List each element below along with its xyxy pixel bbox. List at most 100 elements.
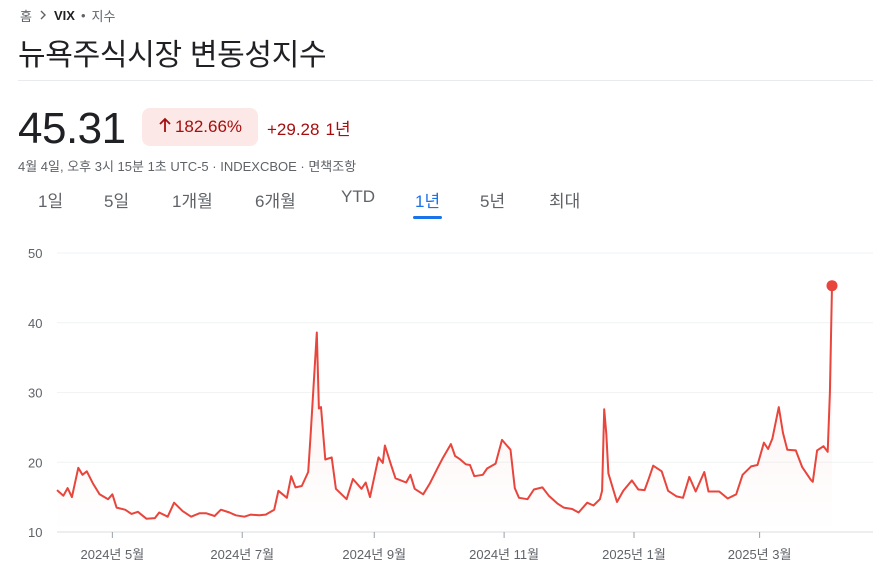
data-point	[182, 510, 184, 512]
tab-max[interactable]: 최대	[549, 192, 581, 211]
data-point	[214, 515, 216, 517]
tab-ytd[interactable]: YTD	[341, 187, 375, 206]
percent-change-badge: 182.66%	[142, 108, 258, 146]
data-point	[167, 516, 169, 518]
data-point	[395, 477, 397, 479]
data-point	[277, 490, 279, 492]
data-point	[708, 491, 710, 493]
data-point	[541, 486, 543, 488]
data-point	[469, 464, 471, 466]
x-tick-label: 2024년 11월	[469, 547, 539, 562]
data-point	[141, 514, 143, 516]
data-point	[599, 498, 601, 500]
data-point	[384, 445, 386, 447]
data-point	[307, 471, 309, 473]
breadcrumb-symbol[interactable]: VIX	[53, 8, 75, 23]
data-point	[111, 493, 113, 495]
page-title: 뉴욕주식시장 변동성지수	[18, 39, 327, 72]
quote-meta: 4월 4일, 오후 3시 15분 1초 UTC-5 · INDEXCBOE · …	[18, 159, 357, 174]
data-point	[324, 459, 326, 461]
data-point	[823, 445, 825, 447]
series-area	[57, 285, 832, 532]
data-point	[145, 518, 147, 520]
series-line	[56, 285, 833, 520]
data-point	[622, 490, 624, 492]
data-point	[382, 462, 384, 464]
data-point	[757, 464, 759, 466]
data-point	[309, 438, 311, 440]
absolute-change: +29.28 1년	[267, 115, 351, 140]
data-point	[243, 516, 245, 518]
data-point	[77, 467, 79, 469]
data-point	[644, 489, 646, 491]
x-tick-label: 2025년 3월	[728, 547, 792, 562]
data-point	[603, 408, 605, 410]
y-tick-label: 20	[28, 455, 42, 470]
data-point	[593, 505, 595, 507]
data-point	[346, 498, 348, 500]
data-point	[405, 482, 407, 484]
data-point	[556, 502, 558, 504]
tab-1d[interactable]: 1일	[38, 192, 64, 211]
data-point	[361, 488, 363, 490]
data-point	[158, 512, 160, 514]
data-point	[482, 474, 484, 476]
breadcrumb-separator: •	[80, 8, 86, 23]
data-point	[154, 517, 156, 519]
data-point	[454, 455, 456, 457]
data-point	[667, 490, 669, 492]
data-point	[265, 514, 267, 516]
data-point	[205, 512, 207, 514]
data-point	[409, 474, 411, 476]
data-point	[514, 487, 516, 489]
data-point	[316, 332, 318, 334]
tab-6m[interactable]: 6개월	[255, 192, 296, 211]
data-point	[295, 486, 297, 488]
data-point	[331, 456, 333, 458]
percent-change-value: 182.66%	[174, 117, 243, 136]
x-tick-label: 2024년 5월	[81, 547, 145, 562]
data-point	[518, 497, 520, 499]
data-point	[750, 465, 752, 467]
data-point	[82, 474, 84, 476]
data-point	[501, 439, 503, 441]
data-point	[578, 512, 580, 514]
breadcrumb-home-link[interactable]: 홈	[20, 9, 32, 24]
data-point	[607, 472, 609, 474]
data-point	[290, 475, 292, 477]
data-point	[422, 493, 424, 495]
data-point	[71, 496, 73, 498]
data-point	[286, 497, 288, 499]
data-point	[124, 509, 126, 511]
data-point	[378, 456, 380, 458]
data-point	[458, 458, 460, 460]
data-point	[548, 495, 550, 497]
tab-1m[interactable]: 1개월	[172, 192, 213, 211]
price-chart[interactable]: 10 20 30 40 50 2024년 5월 2024년 7월 2024년 9월 2024년 …	[0, 232, 873, 575]
current-price: 45.31	[18, 104, 126, 153]
data-point	[320, 406, 322, 408]
data-point	[365, 482, 367, 484]
tab-5d[interactable]: 5일	[104, 192, 130, 211]
y-tick-label: 50	[28, 246, 42, 261]
chevron-right-icon	[38, 9, 48, 23]
data-point	[601, 490, 603, 492]
data-point	[742, 474, 744, 476]
data-point	[62, 495, 64, 497]
data-point	[652, 465, 654, 467]
tab-5y[interactable]: 5년	[480, 192, 506, 211]
data-point	[801, 466, 803, 468]
tab-1y[interactable]: 1년	[412, 187, 443, 219]
change-period: 1년	[325, 120, 351, 139]
data-point	[637, 489, 639, 491]
data-point	[390, 465, 392, 467]
data-point	[450, 443, 452, 445]
y-tick-label: 40	[28, 316, 42, 331]
absolute-change-value: +29.28	[267, 120, 320, 139]
data-point	[661, 470, 663, 472]
data-point	[429, 483, 431, 485]
data-point	[718, 491, 720, 493]
data-point	[116, 507, 118, 509]
header-divider	[18, 80, 873, 81]
breadcrumb-category[interactable]: 지수	[91, 9, 116, 24]
